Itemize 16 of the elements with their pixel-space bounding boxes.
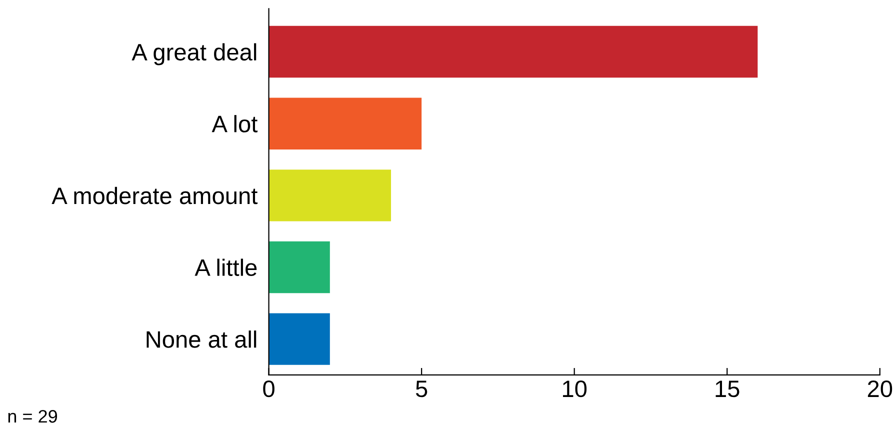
bar bbox=[268, 241, 330, 294]
x-tick-label: 5 bbox=[416, 380, 428, 398]
y-tick-label: A lot bbox=[212, 115, 258, 132]
y-tick-label: A great deal bbox=[132, 43, 256, 66]
x-tick-label: 10 bbox=[563, 380, 587, 398]
bar bbox=[268, 170, 392, 222]
bar bbox=[268, 26, 758, 78]
x-tick-label: 15 bbox=[716, 380, 740, 398]
y-tick-label: None at all bbox=[146, 330, 256, 348]
text: n = 29 bbox=[8, 410, 58, 423]
x-tick-label: 20 bbox=[868, 380, 892, 398]
x-tick-label: 0 bbox=[263, 380, 274, 398]
bar bbox=[268, 98, 422, 150]
y-tick-label: A moderate amount bbox=[52, 186, 258, 204]
bar bbox=[268, 313, 330, 365]
y-tick-label: A little bbox=[194, 258, 257, 276]
